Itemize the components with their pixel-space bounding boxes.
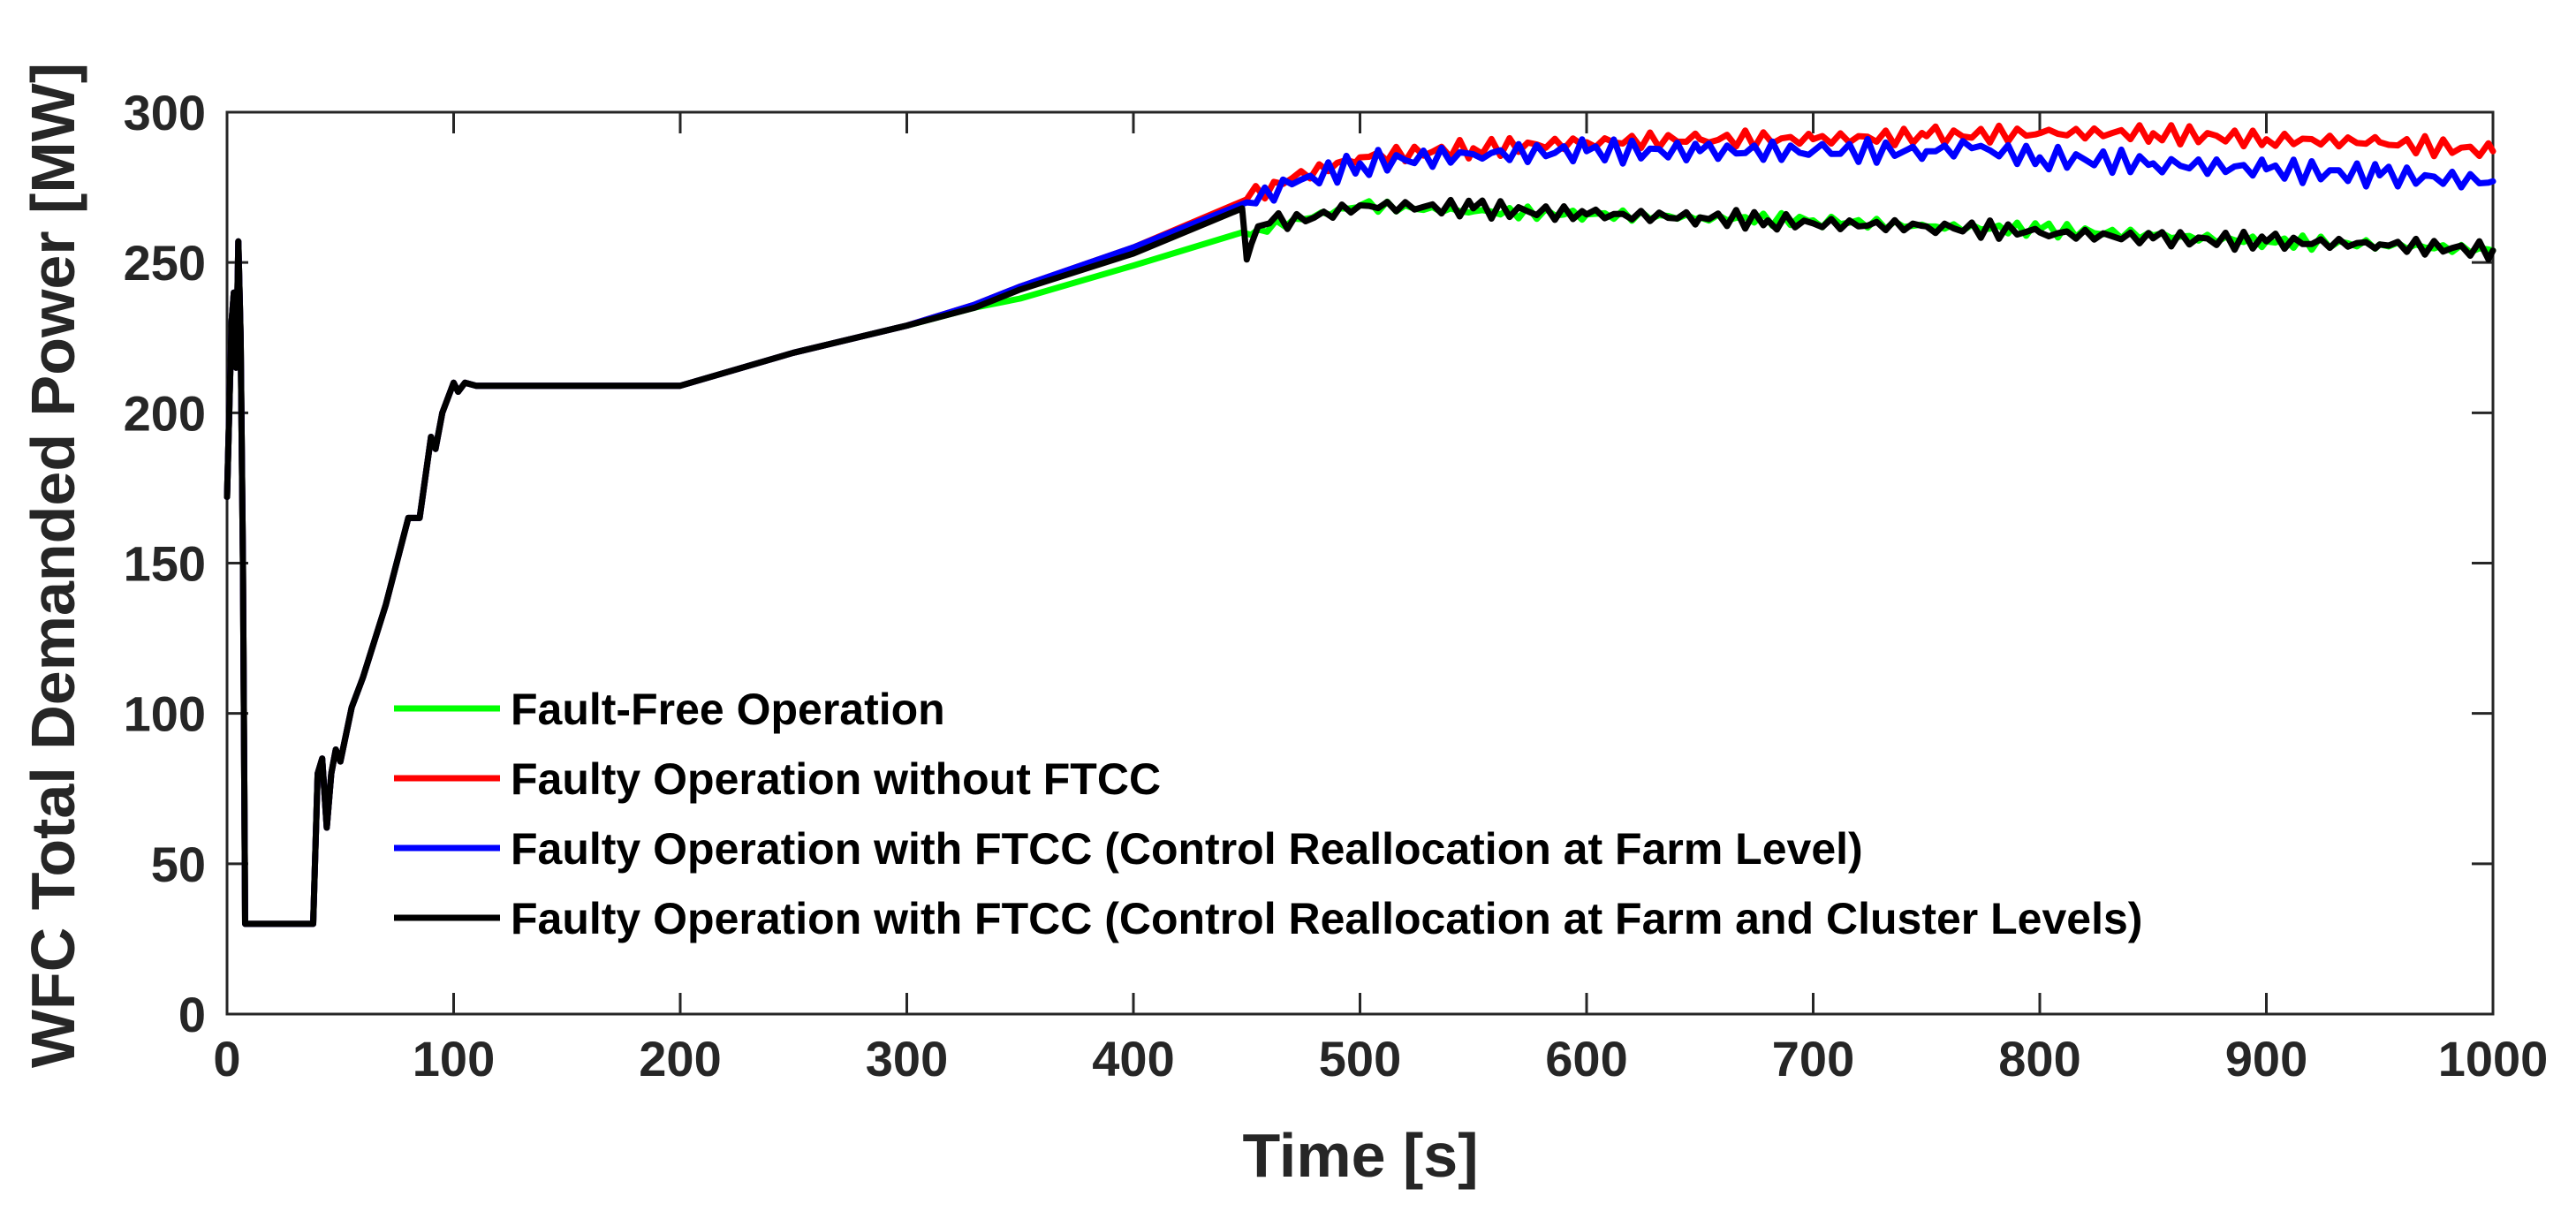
tick-labels: 0 100 200 300 400 500 600 700 800 900 1000 0 50 100 15…: [124, 85, 2549, 1086]
y-tick-label: 100: [124, 686, 206, 742]
x-tick-label: 900: [2225, 1031, 2307, 1086]
x-tick-label: 1000: [2438, 1031, 2549, 1086]
y-tick-label: 150: [124, 536, 206, 592]
x-tick-label: 400: [1092, 1031, 1174, 1086]
y-tick-label: 50: [151, 837, 206, 892]
x-tick-label: 300: [866, 1031, 948, 1086]
series-line-4: [224, 196, 2496, 928]
y-tick-label: 300: [124, 85, 206, 140]
plot-area-frame: [225, 110, 2495, 1016]
legend-label-fault-free: Fault-Free Operation: [511, 685, 945, 734]
y-axis-title: WFC Total Demanded Power [MW]: [19, 63, 87, 1068]
y-tick-label: 200: [124, 385, 206, 441]
x-tick-label: 700: [1772, 1031, 1854, 1086]
x-tick-label: 100: [413, 1031, 495, 1086]
x-tick-label: 600: [1545, 1031, 1627, 1086]
x-tick-label: 800: [1998, 1031, 2080, 1086]
x-axis-title: Time [s]: [1242, 1121, 1478, 1190]
legend: Fault-Free Operation Faulty Operation wi…: [394, 685, 2142, 943]
legend-label-ftcc-farm-level: Faulty Operation with FTCC (Control Real…: [511, 824, 1863, 874]
x-tick-label: 200: [639, 1031, 721, 1086]
y-tick-label: 0: [178, 987, 206, 1042]
legend-label-faulty-without-ftcc: Faulty Operation without FTCC: [511, 754, 1161, 804]
y-tick-label: 250: [124, 235, 206, 291]
x-tick-label: 500: [1319, 1031, 1401, 1086]
legend-label-ftcc-farm-cluster-levels: Faulty Operation with FTCC (Control Real…: [511, 894, 2142, 943]
x-tick-label: 0: [213, 1031, 240, 1086]
series-lines: [224, 122, 2496, 928]
